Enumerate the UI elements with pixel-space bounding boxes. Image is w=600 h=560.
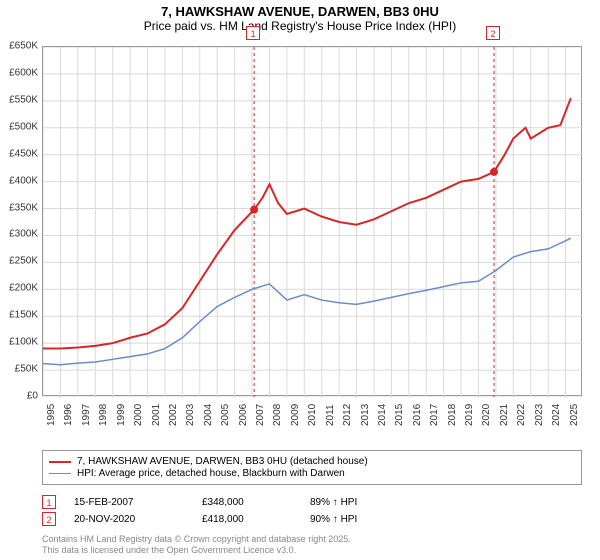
y-tick-label: £50K xyxy=(0,364,38,375)
y-tick-label: £400K xyxy=(0,175,38,186)
x-tick-label: 2007 xyxy=(255,404,266,426)
legend-label: 7, HAWKSHAW AVENUE, DARWEN, BB3 0HU (det… xyxy=(77,456,368,467)
y-tick-label: £200K xyxy=(0,283,38,294)
chart-container: 7, HAWKSHAW AVENUE, DARWEN, BB3 0HU Pric… xyxy=(0,0,600,560)
event-date: 20-NOV-2020 xyxy=(74,514,184,525)
y-tick-label: £550K xyxy=(0,94,38,105)
event-pct: 90% ↑ HPI xyxy=(310,514,420,525)
title-block: 7, HAWKSHAW AVENUE, DARWEN, BB3 0HU Pric… xyxy=(0,0,600,33)
event-price: £348,000 xyxy=(202,497,292,508)
y-tick-label: £0 xyxy=(0,391,38,402)
footer-line2: This data is licensed under the Open Gov… xyxy=(42,545,351,556)
x-tick-label: 2003 xyxy=(185,404,196,426)
y-tick-label: £250K xyxy=(0,256,38,267)
x-tick-label: 2012 xyxy=(342,404,353,426)
title-line2: Price paid vs. HM Land Registry's House … xyxy=(0,19,600,33)
footer-line1: Contains HM Land Registry data © Crown c… xyxy=(42,534,351,545)
x-tick-label: 1997 xyxy=(81,404,92,426)
legend: 7, HAWKSHAW AVENUE, DARWEN, BB3 0HU (det… xyxy=(42,450,582,485)
legend-label: HPI: Average price, detached house, Blac… xyxy=(77,468,345,479)
x-tick-label: 2009 xyxy=(290,404,301,426)
x-tick-label: 1998 xyxy=(98,404,109,426)
x-tick-label: 1999 xyxy=(116,404,127,426)
x-tick-label: 2001 xyxy=(151,404,162,426)
event-marker: 1 xyxy=(42,495,56,509)
y-tick-label: £650K xyxy=(0,41,38,52)
event-row: 1 15-FEB-2007 £348,000 89% ↑ HPI xyxy=(42,495,582,509)
y-tick-label: £150K xyxy=(0,310,38,321)
x-tick-label: 2006 xyxy=(238,404,249,426)
title-line1: 7, HAWKSHAW AVENUE, DARWEN, BB3 0HU xyxy=(0,4,600,19)
plot-svg xyxy=(43,47,583,397)
chart-area: 12£0£50K£100K£150K£200K£250K£300K£350K£4… xyxy=(42,46,582,416)
plot-region xyxy=(42,46,582,396)
x-tick-label: 2019 xyxy=(464,404,475,426)
event-date: 15-FEB-2007 xyxy=(74,497,184,508)
events-table: 1 15-FEB-2007 £348,000 89% ↑ HPI 2 20-NO… xyxy=(42,492,582,529)
x-tick-label: 2005 xyxy=(220,404,231,426)
x-tick-label: 2000 xyxy=(133,404,144,426)
x-tick-label: 2024 xyxy=(551,404,562,426)
x-tick-label: 2023 xyxy=(534,404,545,426)
legend-item: 7, HAWKSHAW AVENUE, DARWEN, BB3 0HU (det… xyxy=(49,456,575,467)
y-tick-label: £500K xyxy=(0,121,38,132)
x-tick-label: 2015 xyxy=(394,404,405,426)
y-tick-label: £100K xyxy=(0,337,38,348)
legend-swatch xyxy=(49,473,71,474)
x-tick-label: 2010 xyxy=(307,404,318,426)
x-tick-label: 2018 xyxy=(447,404,458,426)
event-price: £418,000 xyxy=(202,514,292,525)
legend-swatch xyxy=(49,461,71,463)
chart-marker-box: 2 xyxy=(486,26,500,40)
x-tick-label: 2021 xyxy=(499,404,510,426)
event-row: 2 20-NOV-2020 £418,000 90% ↑ HPI xyxy=(42,512,582,526)
event-marker: 2 xyxy=(42,512,56,526)
x-tick-label: 2008 xyxy=(272,404,283,426)
event-pct: 89% ↑ HPI xyxy=(310,497,420,508)
x-tick-label: 2013 xyxy=(360,404,371,426)
x-tick-label: 2025 xyxy=(569,404,580,426)
chart-marker-box: 1 xyxy=(246,26,260,40)
legend-item: HPI: Average price, detached house, Blac… xyxy=(49,468,575,479)
x-tick-label: 2020 xyxy=(481,404,492,426)
x-tick-label: 2017 xyxy=(429,404,440,426)
x-tick-label: 2014 xyxy=(377,404,388,426)
y-tick-label: £450K xyxy=(0,148,38,159)
y-tick-label: £350K xyxy=(0,202,38,213)
x-tick-label: 2011 xyxy=(325,404,336,426)
x-tick-label: 2004 xyxy=(203,404,214,426)
x-tick-label: 2016 xyxy=(412,404,423,426)
y-tick-label: £600K xyxy=(0,67,38,78)
x-tick-label: 1995 xyxy=(46,404,57,426)
footer: Contains HM Land Registry data © Crown c… xyxy=(42,534,351,556)
x-tick-label: 2022 xyxy=(516,404,527,426)
x-tick-label: 2002 xyxy=(168,404,179,426)
y-tick-label: £300K xyxy=(0,229,38,240)
x-tick-label: 1996 xyxy=(63,404,74,426)
